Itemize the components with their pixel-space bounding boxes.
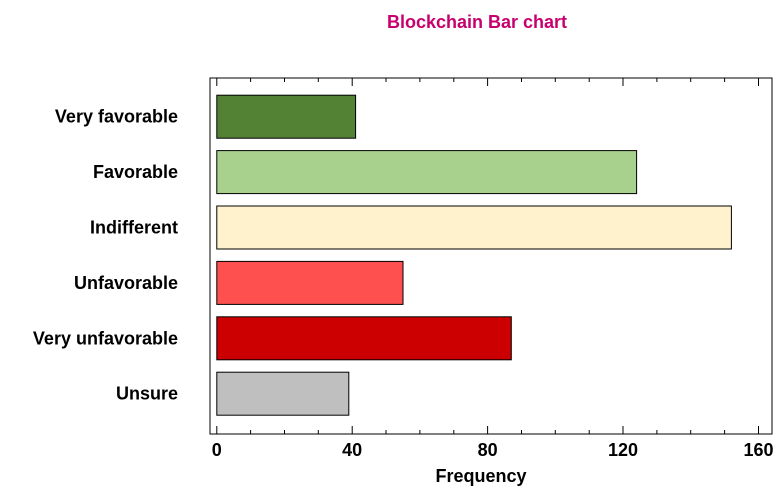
chart-title: Blockchain Bar chart — [387, 12, 567, 32]
bar-unfavorable — [216, 260, 404, 305]
x-tick-label-0: 0 — [212, 440, 222, 460]
category-label-very-favorable: Very favorable — [55, 107, 178, 127]
x-tick-label-160: 160 — [743, 440, 773, 460]
bar-very-unfavorable — [216, 316, 512, 361]
tick-marks — [216, 78, 759, 434]
category-label-favorable: Favorable — [93, 162, 178, 182]
tick-labels: 0 40 80 120 160 — [212, 440, 774, 460]
bar-favorable — [216, 150, 638, 195]
plot-frame — [209, 77, 773, 435]
bar-very-favorable — [216, 94, 357, 139]
bars — [216, 94, 732, 416]
category-label-unfavorable: Unfavorable — [74, 273, 178, 293]
x-tick-label-120: 120 — [608, 440, 638, 460]
x-tick-label-80: 80 — [478, 440, 498, 460]
x-tick-label-40: 40 — [342, 440, 362, 460]
category-label-very-unfavorable: Very unfavorable — [33, 328, 178, 348]
x-axis-label: Frequency — [435, 466, 526, 486]
category-label-unsure: Unsure — [116, 384, 178, 404]
bar-indifferent — [216, 205, 732, 250]
bar-unsure — [216, 371, 350, 416]
category-labels: Very favorable Favorable Indifferent Unfavo… — [33, 107, 178, 404]
category-label-indifferent: Indifferent — [90, 218, 178, 238]
